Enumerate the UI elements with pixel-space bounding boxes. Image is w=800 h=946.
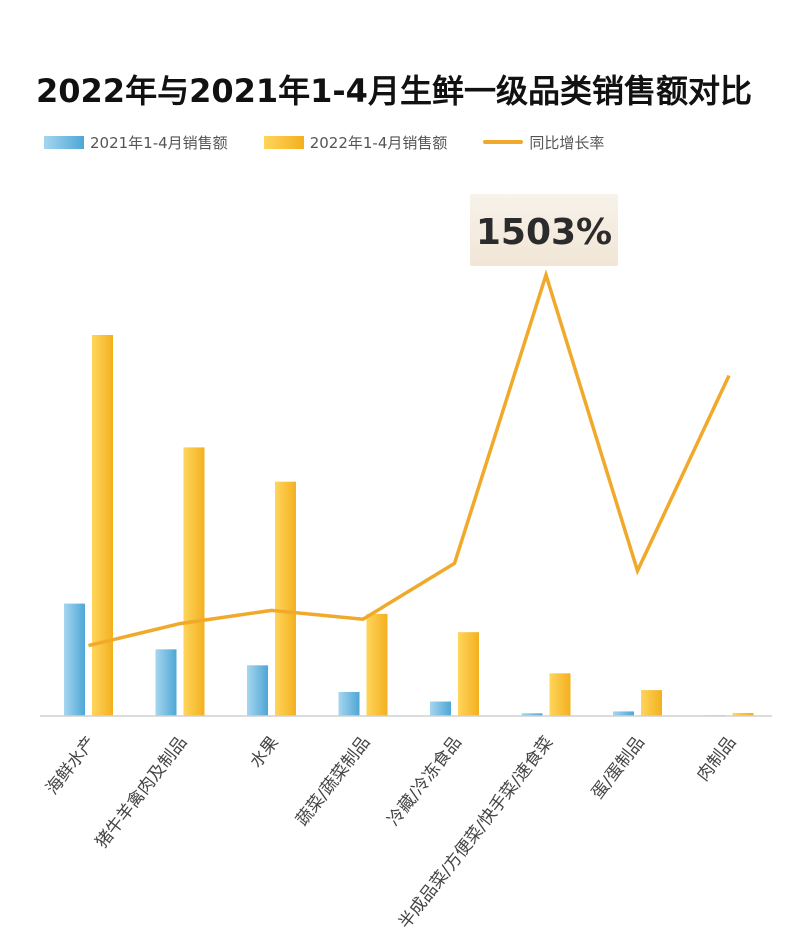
legend-item-growth[interactable]: 同比增长率	[483, 132, 604, 153]
bar-2022-7[interactable]	[732, 712, 754, 716]
peak-annotation-text: 1503%	[476, 212, 612, 253]
bar-2022-2[interactable]	[275, 481, 296, 716]
growth-rate-line[interactable]	[88, 269, 731, 648]
legend-label-2022: 2022年1-4月销售额	[309, 133, 448, 152]
x-tick-label-2: 水果	[246, 733, 283, 772]
legend-swatch-2022	[263, 135, 304, 149]
legend-label-2021: 2021年1-4月销售额	[90, 133, 228, 152]
legend-item-2021[interactable]: 2021年1-4月销售额	[44, 132, 228, 153]
legend-item-2022[interactable]: 2022年1-4月销售额	[263, 132, 448, 153]
bar-2021-3[interactable]	[338, 691, 360, 716]
peak-annotation-box	[470, 194, 618, 266]
x-tick-label-0: 海鲜水产	[42, 733, 100, 799]
bar-2022-6[interactable]	[641, 690, 662, 716]
x-tick-label-1: 猪牛羊禽肉及制品	[92, 733, 191, 852]
x-tick-label-5: 半成品菜/方便菜/快手菜/速食菜	[395, 733, 557, 933]
legend-swatch-growth	[483, 140, 524, 144]
bar-2021-2[interactable]	[247, 665, 268, 716]
x-tick-label-3: 蔬菜/蔬菜制品	[292, 733, 374, 830]
bar-2021-0[interactable]	[64, 603, 85, 716]
bar-2021-5[interactable]	[521, 713, 543, 716]
bar-2022-5[interactable]	[549, 673, 571, 716]
legend-label-growth: 同比增长率	[529, 133, 605, 152]
peak-annotation: 1503%	[470, 194, 618, 266]
legend-swatch-2021	[44, 135, 84, 149]
x-tick-label-7: 肉制品	[693, 733, 740, 786]
bar-2022-1[interactable]	[183, 447, 205, 716]
chart-title: 2022年与2021年1-4月生鲜一级品类销售额对比	[36, 72, 752, 110]
bar-2021-1[interactable]	[155, 649, 177, 716]
bar-2021-6[interactable]	[613, 711, 634, 716]
x-tick-label-4: 冷藏/冷冻食品	[384, 733, 466, 830]
bar-2022-3[interactable]	[366, 613, 388, 716]
bar-2022-0[interactable]	[92, 335, 113, 716]
bar-2021-4[interactable]	[430, 701, 451, 716]
legend: 2021年1-4月销售额 2022年1-4月销售额 同比增长率	[44, 128, 640, 156]
bar-2022-4[interactable]	[458, 632, 479, 716]
x-tick-label-6: 蛋/蛋制品	[588, 733, 649, 803]
